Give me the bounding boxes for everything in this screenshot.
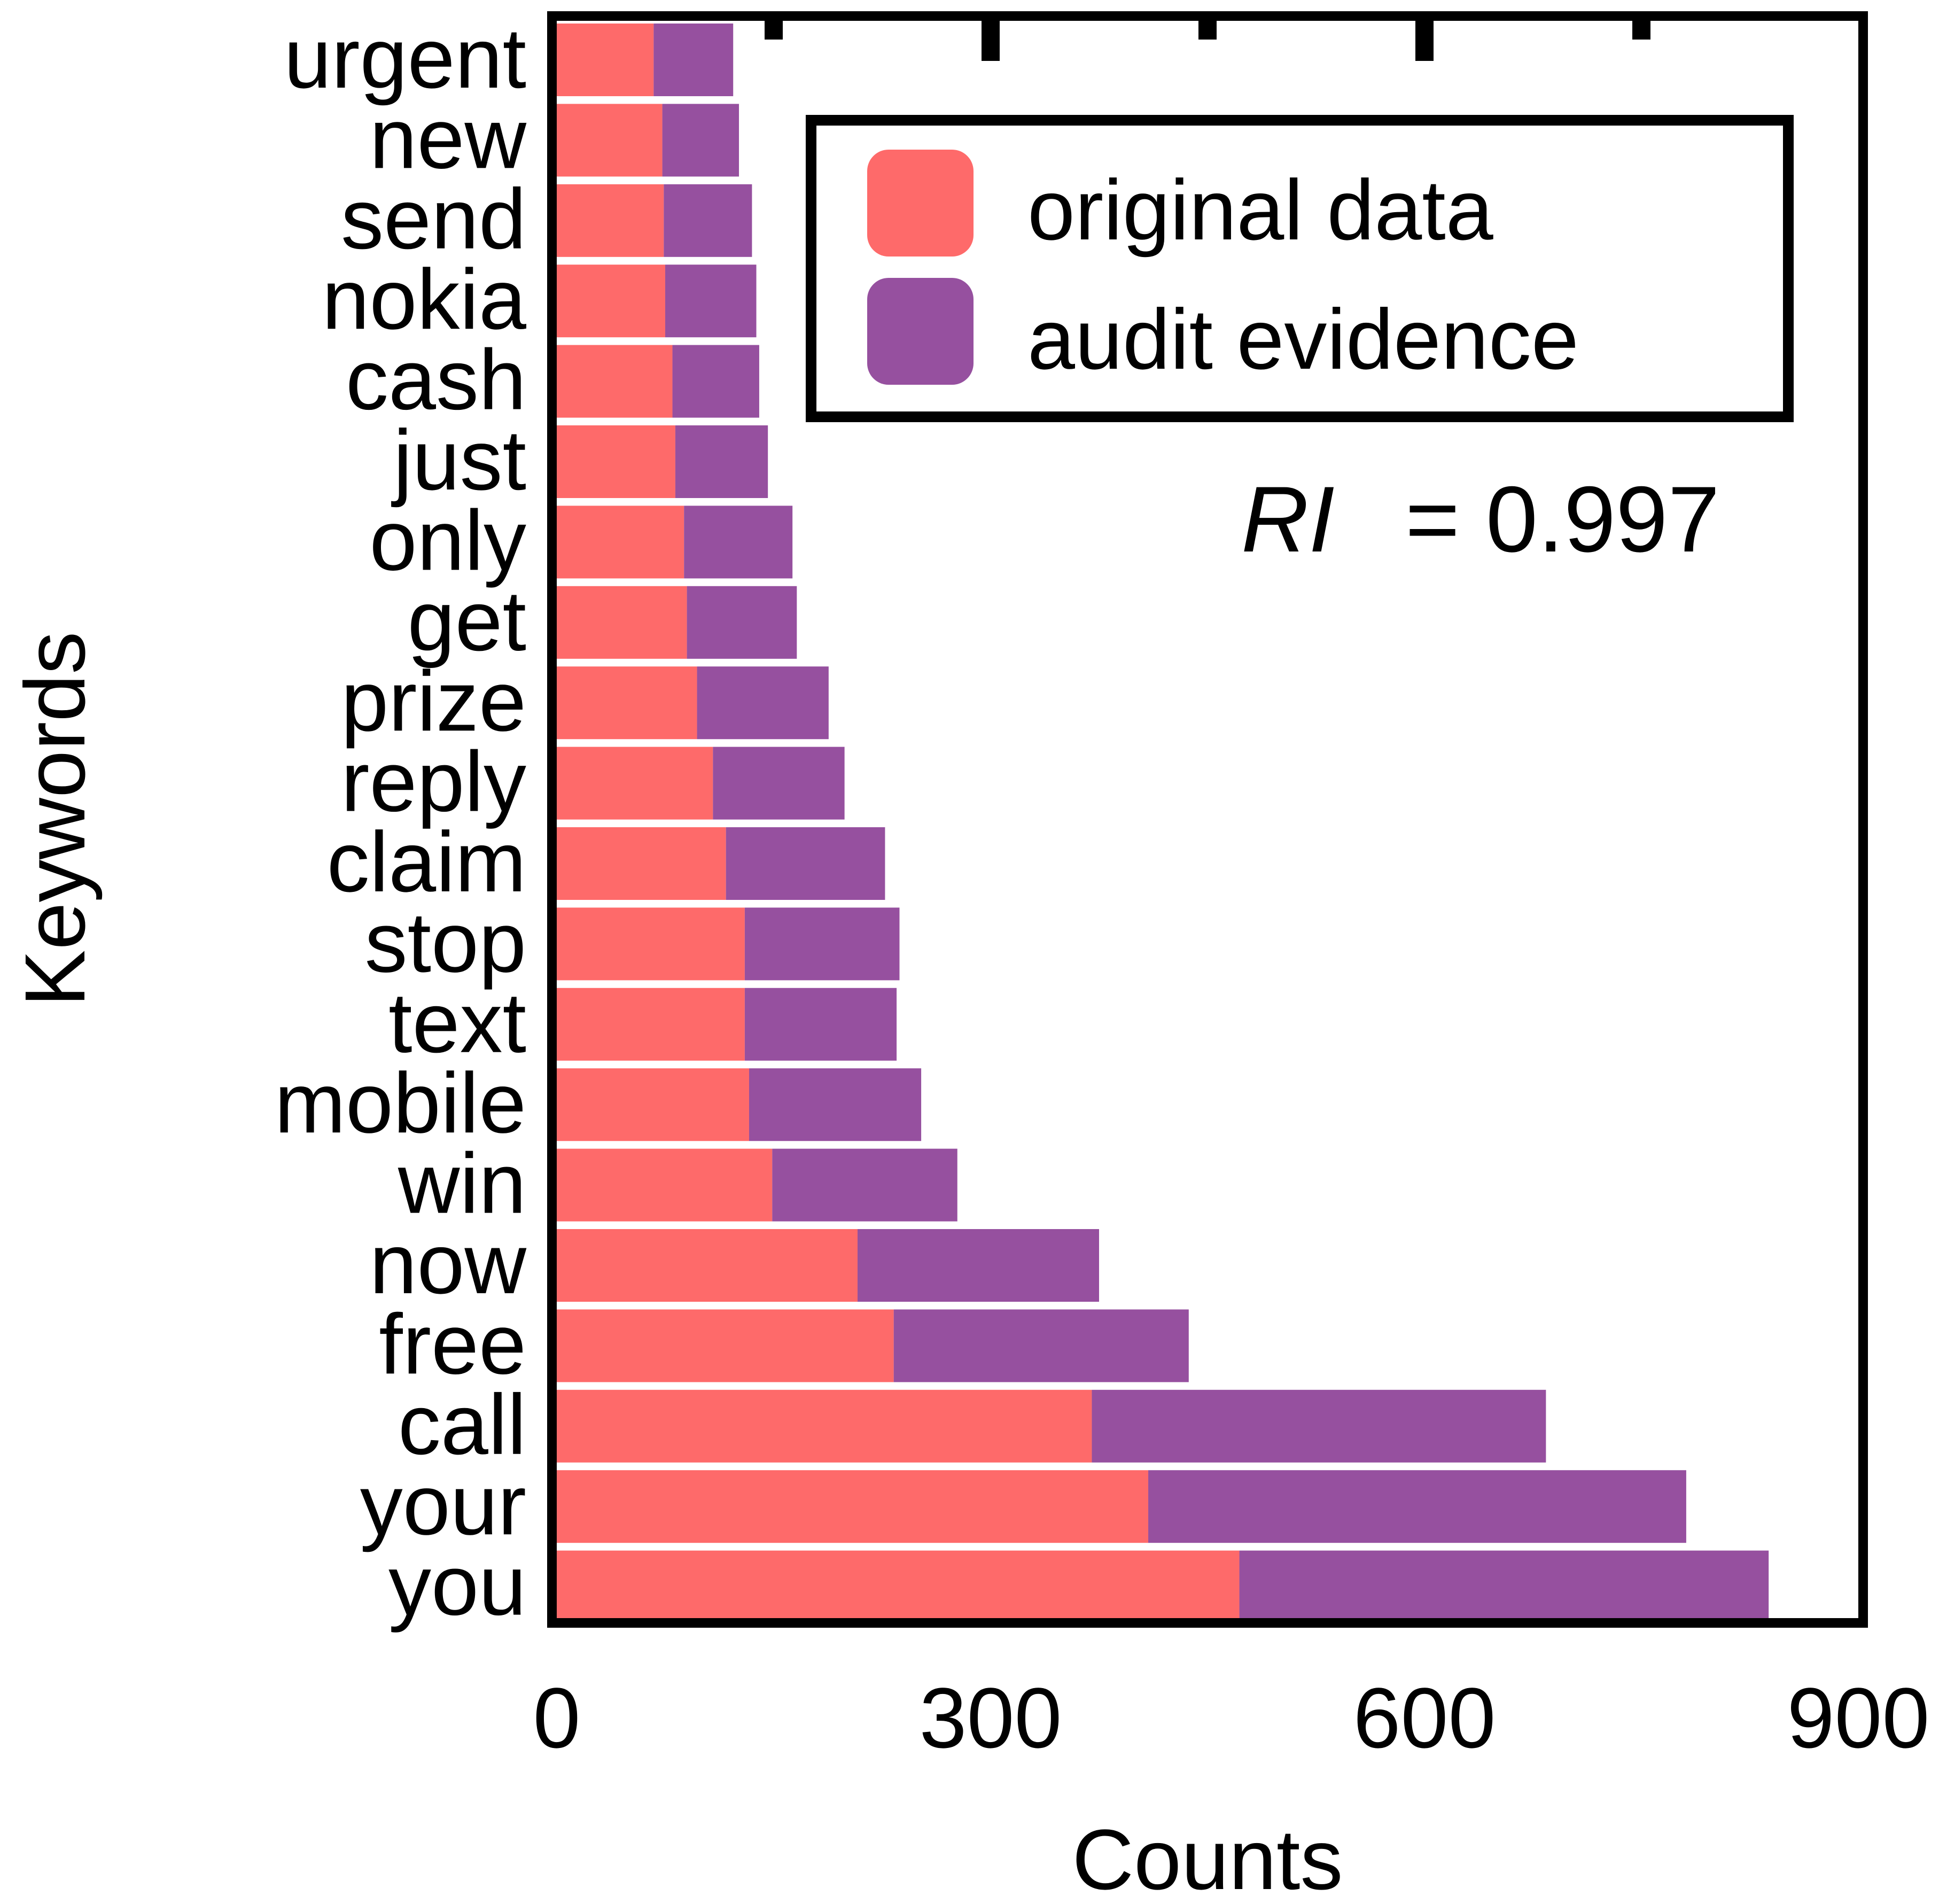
- x-tick-marks: [765, 15, 1650, 61]
- y-tick-label-free: free: [379, 1296, 526, 1392]
- bar-get-original-data: [557, 586, 687, 659]
- bar-free-audit-evidence: [893, 1309, 1189, 1382]
- bar-cash-audit-evidence: [672, 345, 759, 418]
- x-tick-label-0: 0: [533, 1670, 581, 1766]
- y-tick-label-claim: claim: [327, 814, 526, 910]
- y-tick-label-cash: cash: [346, 332, 526, 428]
- legend-label-original-data: original data: [1027, 162, 1493, 258]
- legend-frame: [806, 115, 1794, 422]
- bar-free-original-data: [557, 1309, 894, 1382]
- bar-urgent-original-data: [557, 24, 654, 96]
- bar-prize-audit-evidence: [697, 666, 829, 740]
- y-tick-label-nokia: nokia: [322, 251, 527, 347]
- y-tick-label-win: win: [398, 1136, 526, 1231]
- x-tick-label-600: 600: [1353, 1670, 1496, 1766]
- y-tick-label-urgent: urgent: [284, 10, 526, 106]
- bar-call-original-data: [557, 1389, 1092, 1463]
- plot-frame: [547, 11, 1868, 1628]
- y-axis-label: Keywords: [7, 632, 103, 1007]
- legend-swatch-original-data: [867, 150, 974, 257]
- bar-cash-original-data: [557, 345, 673, 418]
- bar-reply-audit-evidence: [713, 747, 845, 820]
- legend-swatch-audit-evidence: [867, 278, 974, 385]
- bar-prize-original-data: [557, 666, 697, 740]
- bar-send-audit-evidence: [664, 184, 752, 257]
- bar-your-original-data: [557, 1470, 1149, 1543]
- bar-stop-original-data: [557, 907, 745, 981]
- bar-win-original-data: [557, 1148, 773, 1222]
- bar-nokia-audit-evidence: [665, 265, 757, 338]
- bar-just-original-data: [557, 425, 675, 498]
- bar-get-audit-evidence: [687, 586, 797, 659]
- bar-just-audit-evidence: [675, 425, 768, 498]
- bar-text-original-data: [557, 988, 745, 1061]
- y-tick-label-reply: reply: [341, 734, 526, 829]
- bar-you-original-data: [557, 1550, 1240, 1623]
- y-tick-label-mobile: mobile: [275, 1055, 526, 1151]
- y-tick-label-your: your: [360, 1457, 526, 1552]
- bars-layer: [557, 24, 1769, 1623]
- bar-mobile-original-data: [557, 1068, 749, 1141]
- y-tick-label-get: get: [408, 573, 526, 669]
- legend: original data audit evidence: [806, 115, 1794, 422]
- bar-now-audit-evidence: [857, 1229, 1099, 1302]
- bar-only-original-data: [557, 506, 684, 579]
- bar-stop-audit-evidence: [744, 907, 900, 981]
- y-tick-label-now: now: [369, 1216, 526, 1311]
- y-tick-label-just: just: [391, 412, 526, 508]
- bar-now-original-data: [557, 1229, 858, 1302]
- ri-symbol: RI: [1241, 468, 1335, 572]
- bar-win-audit-evidence: [772, 1148, 957, 1222]
- ri-value: = 0.997: [1405, 468, 1720, 572]
- bar-new-audit-evidence: [662, 104, 739, 177]
- y-tick-labels: urgentnewsendnokiacashjustonlygetprizere…: [275, 10, 527, 1633]
- y-tick-label-call: call: [398, 1377, 526, 1472]
- bar-reply-original-data: [557, 747, 713, 820]
- x-tick-labels: 0 300 600 900: [533, 1670, 1930, 1766]
- bar-claim-audit-evidence: [726, 827, 885, 900]
- bar-your-audit-evidence: [1148, 1470, 1686, 1543]
- x-tick-label-300: 300: [920, 1670, 1062, 1766]
- bar-call-audit-evidence: [1092, 1389, 1546, 1463]
- ri-annotation: RI = 0.997: [1241, 468, 1720, 572]
- legend-label-audit-evidence: audit evidence: [1027, 291, 1579, 387]
- bar-claim-original-data: [557, 827, 726, 900]
- y-tick-label-prize: prize: [341, 653, 526, 749]
- x-tick-label-900: 900: [1787, 1670, 1930, 1766]
- y-tick-label-stop: stop: [365, 894, 526, 990]
- bar-text-audit-evidence: [744, 988, 897, 1061]
- bar-send-original-data: [557, 184, 664, 257]
- bar-you-audit-evidence: [1239, 1550, 1769, 1623]
- bar-mobile-audit-evidence: [749, 1068, 922, 1141]
- y-tick-label-new: new: [369, 90, 526, 186]
- bar-urgent-audit-evidence: [653, 24, 734, 96]
- y-tick-label-text: text: [388, 975, 526, 1070]
- y-tick-label-send: send: [341, 171, 526, 267]
- y-tick-label-you: you: [388, 1537, 526, 1633]
- y-tick-label-only: only: [369, 492, 526, 588]
- bar-nokia-original-data: [557, 265, 665, 338]
- bar-only-audit-evidence: [684, 506, 793, 579]
- x-axis-label: Counts: [1072, 1812, 1343, 1904]
- bar-new-original-data: [557, 104, 663, 177]
